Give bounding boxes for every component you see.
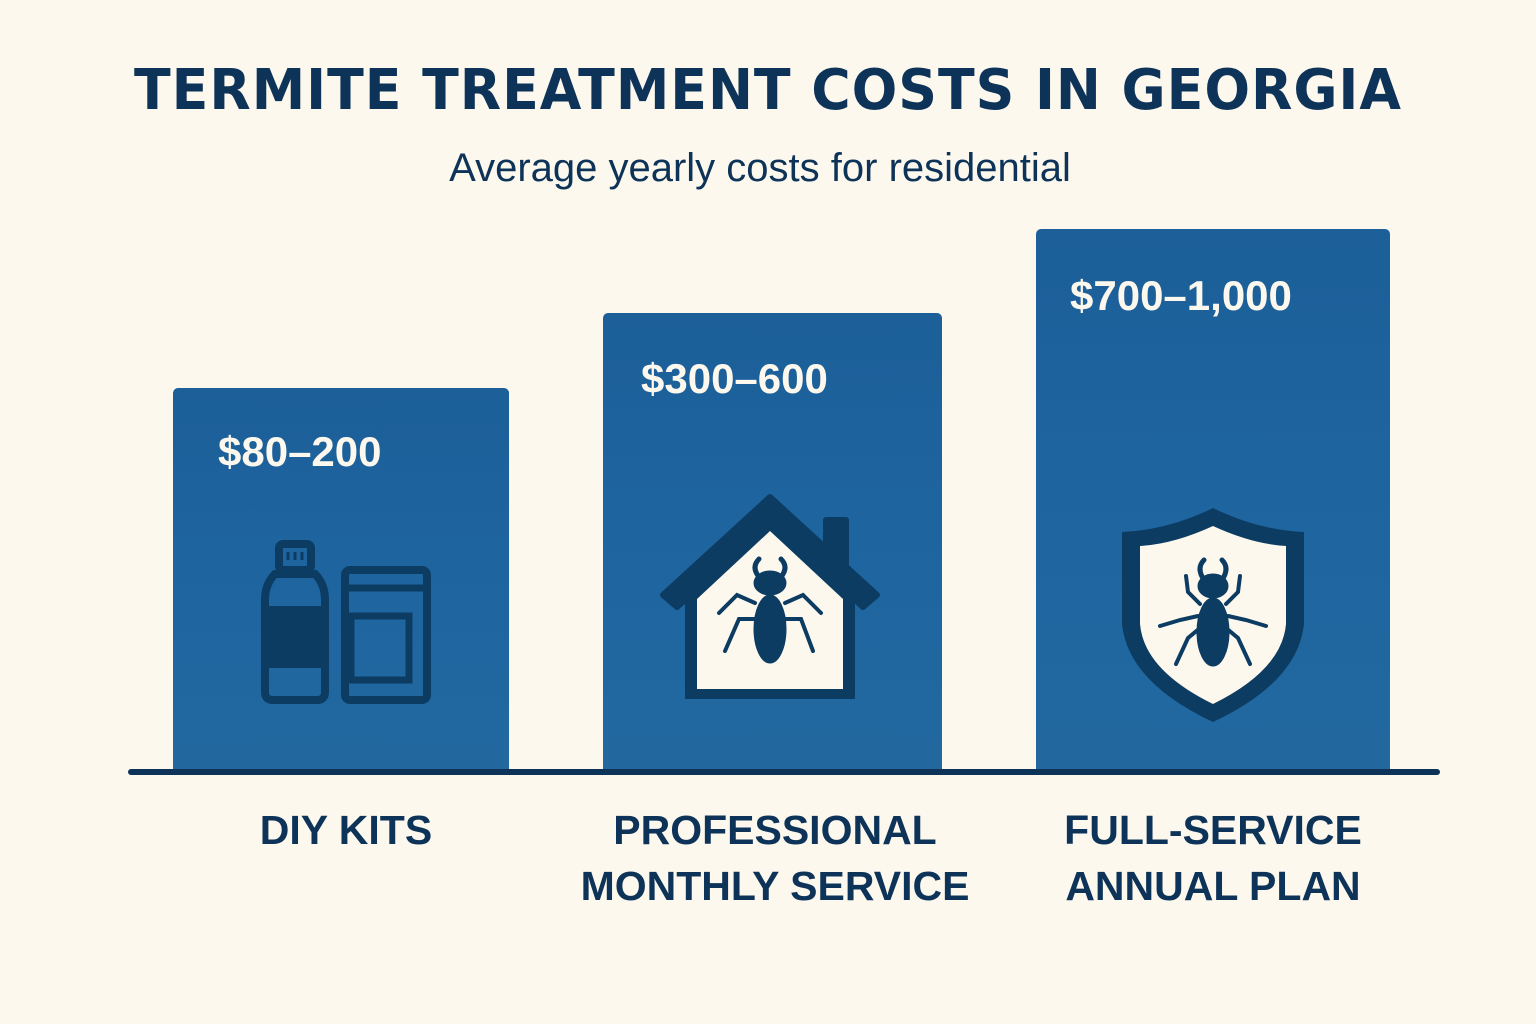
category-label-diy-kits: DIY KITS (186, 802, 506, 858)
bar-value-label: $80–200 (218, 428, 382, 475)
bar-professional-monthly: $300–600 (603, 313, 942, 772)
chart-title: TERMITE TREATMENT COSTS IN GEORGIA (134, 58, 1402, 123)
category-label-line: MONTHLY SERVICE (580, 863, 970, 909)
shield-termite-icon (1122, 508, 1304, 722)
bottles-icon (261, 540, 431, 704)
category-label-line: DIY KITS (259, 807, 433, 853)
category-label-line: PROFESSIONAL (613, 807, 937, 853)
bar-full-service-annual: $700–1,000 (1036, 229, 1390, 772)
chart-subtitle: Average yearly costs for residential (449, 146, 1071, 190)
x-axis-baseline (128, 769, 1440, 775)
category-label-line: ANNUAL PLAN (1065, 863, 1361, 909)
bar-value-label: $700–1,000 (1070, 272, 1292, 319)
bar-value-label: $300–600 (641, 355, 828, 402)
category-label-professional-monthly: PROFESSIONAL MONTHLY SERVICE (555, 802, 995, 914)
house-termite-icon (660, 494, 880, 699)
category-label-full-service-annual: FULL-SERVICE ANNUAL PLAN (1020, 802, 1406, 914)
bar-diy-kits: $80–200 (173, 388, 509, 772)
category-label-line: FULL-SERVICE (1064, 807, 1362, 853)
